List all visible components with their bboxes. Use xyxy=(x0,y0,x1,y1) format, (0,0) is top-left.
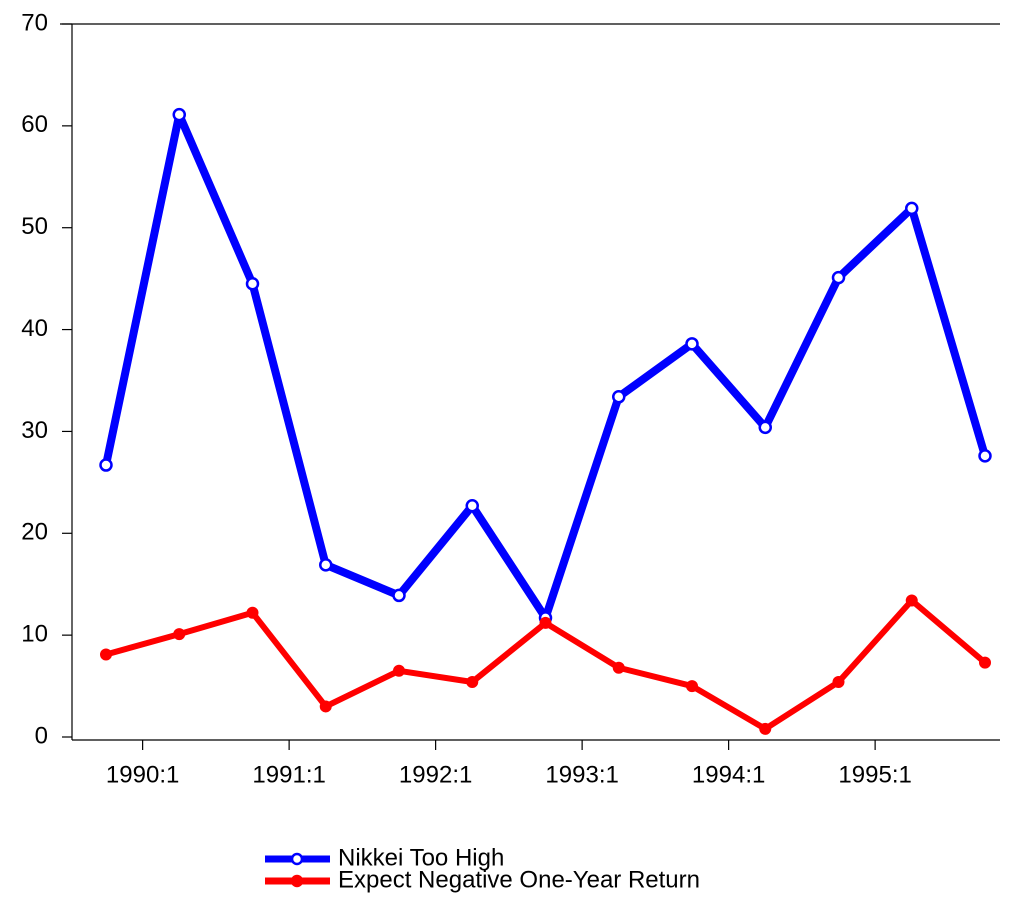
data-point xyxy=(99,458,113,472)
data-point xyxy=(979,656,991,669)
data-point xyxy=(466,675,479,688)
y-tick-label: 60 xyxy=(21,111,48,138)
data-point xyxy=(831,270,846,285)
y-tick-label: 30 xyxy=(21,417,48,444)
x-tick-label: 1990:1 xyxy=(106,761,179,788)
data-point xyxy=(905,594,918,607)
data-point xyxy=(319,700,332,713)
data-point xyxy=(759,722,772,735)
y-tick-label: 40 xyxy=(21,315,48,342)
x-tick-label: 1994:1 xyxy=(692,761,765,788)
y-tick-label: 50 xyxy=(21,213,48,240)
data-point xyxy=(905,201,919,216)
x-tick-label: 1992:1 xyxy=(399,761,472,788)
data-point xyxy=(758,420,772,435)
data-point xyxy=(686,680,698,693)
data-point xyxy=(832,675,845,688)
data-point xyxy=(173,628,186,641)
data-point xyxy=(612,661,625,674)
data-point xyxy=(172,107,186,122)
x-tick-label: 1995:1 xyxy=(838,761,911,788)
data-point xyxy=(612,390,626,404)
data-point xyxy=(392,588,406,603)
data-point xyxy=(393,664,405,677)
y-tick-label: 70 xyxy=(21,9,48,36)
data-point xyxy=(539,616,552,629)
data-point xyxy=(246,606,259,619)
y-tick-label: 0 xyxy=(35,722,48,749)
y-tick-label: 10 xyxy=(21,620,48,647)
y-tick-label: 20 xyxy=(21,519,48,546)
data-point xyxy=(319,558,333,572)
data-point xyxy=(978,449,992,463)
legend-label: Expect Negative One-Year Return xyxy=(338,866,700,893)
data-point xyxy=(685,337,699,351)
x-tick-label: 1991:1 xyxy=(252,761,325,788)
data-point xyxy=(245,276,260,291)
legend-marker xyxy=(290,874,304,888)
data-point xyxy=(100,648,112,661)
series-line xyxy=(102,110,989,622)
x-tick-label: 1993:1 xyxy=(545,761,618,788)
legend-label: Nikkei Too High xyxy=(338,844,504,871)
legend-marker xyxy=(290,852,304,866)
data-point xyxy=(465,499,479,513)
